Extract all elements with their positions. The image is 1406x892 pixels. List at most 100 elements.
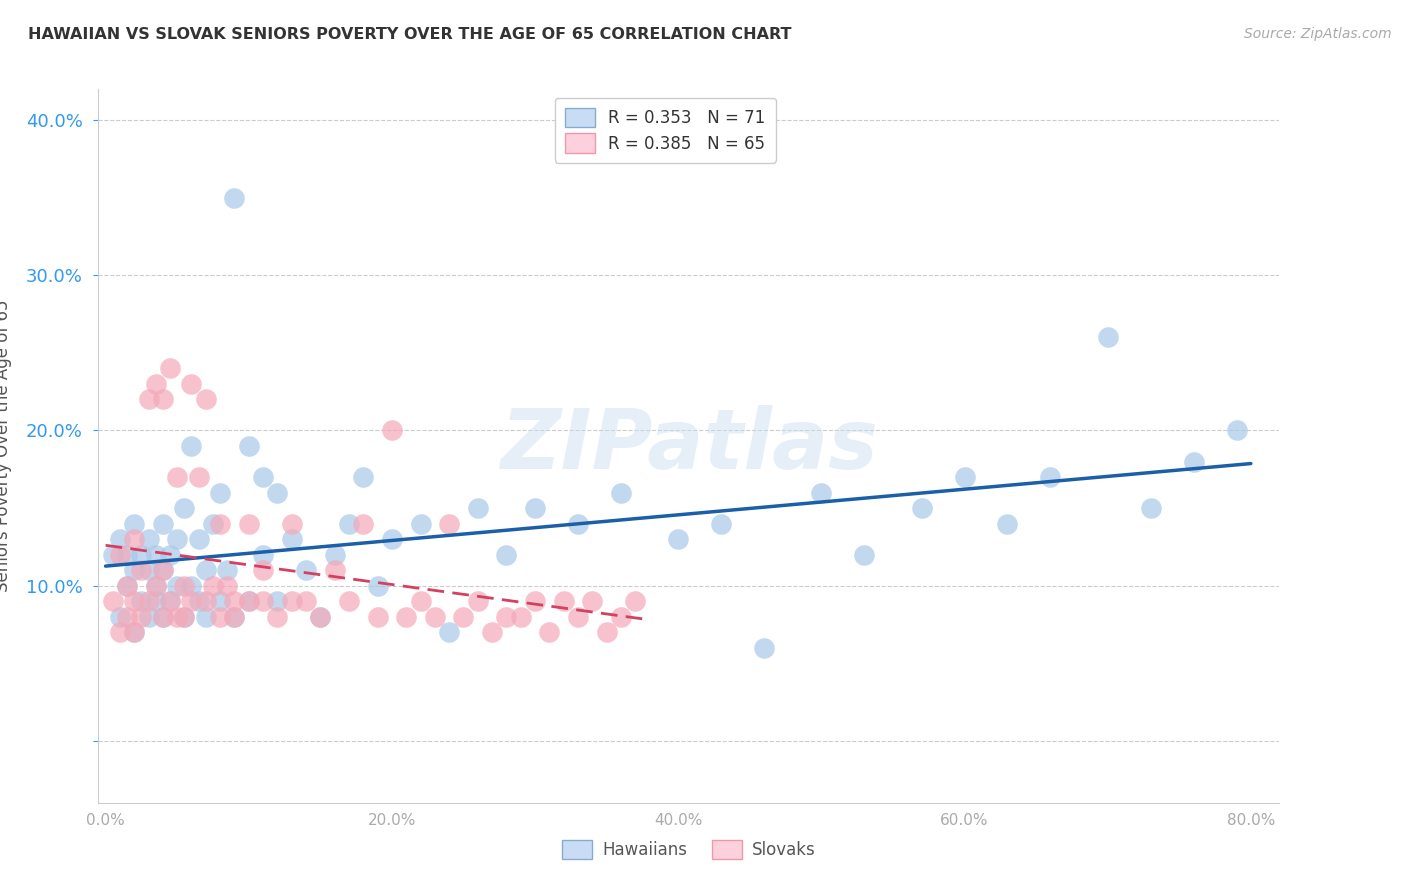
Point [323,548,346,562]
Point [567,516,589,531]
Point [201,516,224,531]
Point [1182,454,1205,468]
Point [173,609,195,624]
Point [309,609,332,624]
Point [152,516,174,531]
Point [910,501,932,516]
Point [381,424,404,438]
Point [152,563,174,577]
Point [131,563,153,577]
Point [152,609,174,624]
Point [524,594,547,608]
Text: ZIPatlas: ZIPatlas [501,406,877,486]
Point [180,376,202,391]
Point [453,609,475,624]
Point [666,532,689,546]
Point [122,594,145,608]
Point [131,594,153,608]
Point [209,594,232,608]
Point [152,563,174,577]
Point [138,392,160,407]
Point [122,532,145,546]
Point [122,625,145,640]
Point [209,609,232,624]
Point [367,609,389,624]
Point [115,579,138,593]
Point [166,470,188,484]
Point [194,392,217,407]
Point [108,625,131,640]
Point [180,439,202,453]
Point [437,625,460,640]
Point [367,579,389,593]
Point [624,594,647,608]
Point [138,594,160,608]
Point [173,609,195,624]
Point [295,594,318,608]
Point [217,563,239,577]
Point [238,594,260,608]
Point [122,516,145,531]
Point [180,594,202,608]
Point [159,548,181,562]
Point [352,516,374,531]
Point [252,563,274,577]
Point [187,470,209,484]
Point [209,485,232,500]
Point [524,501,547,516]
Point [710,516,733,531]
Point [194,609,217,624]
Point [295,563,318,577]
Point [437,516,460,531]
Point [997,516,1019,531]
Point [610,609,633,624]
Point [166,532,188,546]
Point [509,609,531,624]
Point [352,470,374,484]
Point [159,361,181,376]
Point [381,532,404,546]
Text: HAWAIIAN VS SLOVAK SENIORS POVERTY OVER THE AGE OF 65 CORRELATION CHART: HAWAIIAN VS SLOVAK SENIORS POVERTY OVER … [28,27,792,42]
Point [810,485,832,500]
Text: Source: ZipAtlas.com: Source: ZipAtlas.com [1244,27,1392,41]
Point [201,579,224,593]
Point [138,609,160,624]
Point [280,532,302,546]
Point [280,516,302,531]
Point [337,516,360,531]
Point [752,640,775,655]
Point [166,579,188,593]
Point [217,579,239,593]
Point [180,579,202,593]
Y-axis label: Seniors Poverty Over the Age of 65: Seniors Poverty Over the Age of 65 [0,300,11,592]
Point [538,625,561,640]
Point [145,376,167,391]
Point [953,470,976,484]
Point [409,516,432,531]
Point [553,594,575,608]
Point [209,516,232,531]
Point [138,563,160,577]
Point [238,516,260,531]
Point [108,532,131,546]
Point [108,548,131,562]
Point [467,594,489,608]
Point [395,609,418,624]
Point [423,609,446,624]
Point [224,609,246,624]
Point [337,594,360,608]
Point [1097,330,1119,344]
Point [101,594,124,608]
Point [115,609,138,624]
Point [173,579,195,593]
Point [224,191,246,205]
Point [159,594,181,608]
Point [145,579,167,593]
Point [1225,424,1247,438]
Point [187,532,209,546]
Point [481,625,503,640]
Point [252,594,274,608]
Point [115,548,138,562]
Point [166,609,188,624]
Point [467,501,489,516]
